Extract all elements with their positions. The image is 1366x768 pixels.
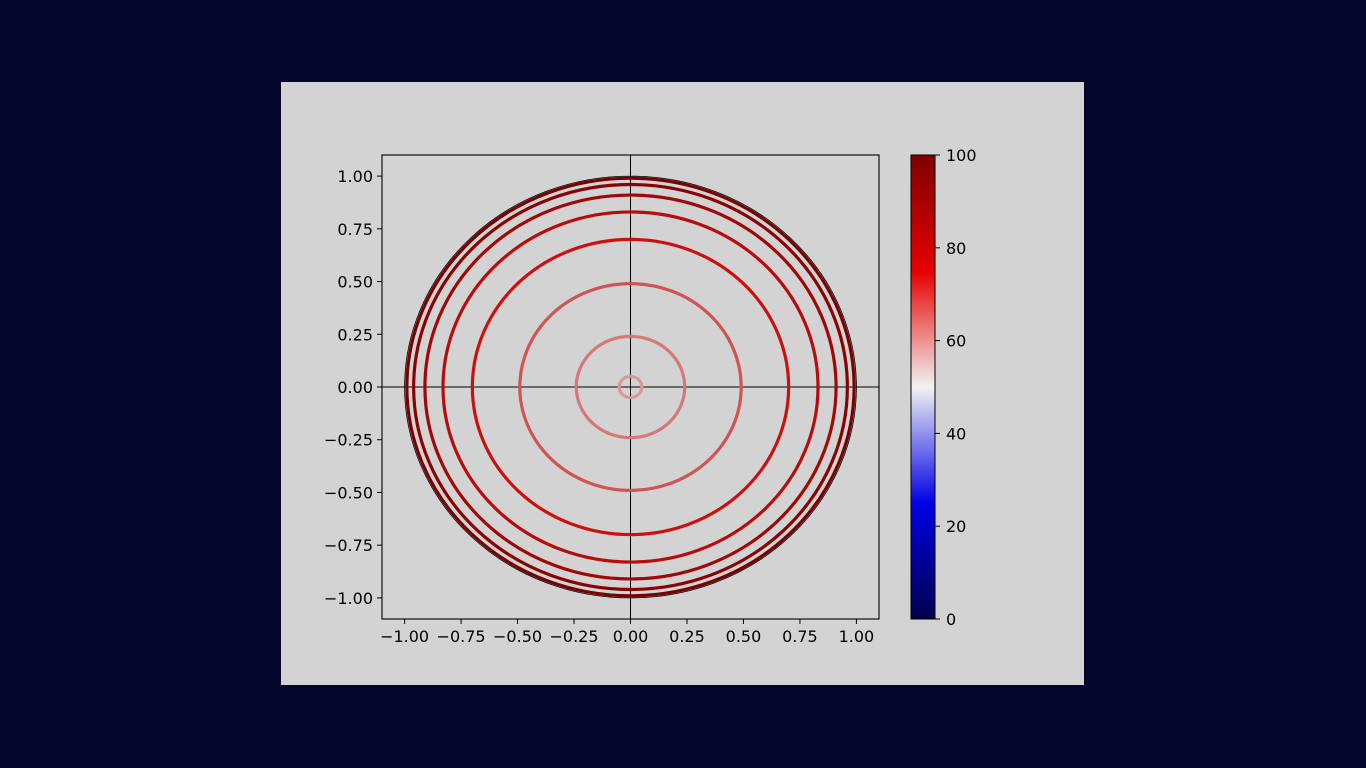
x-tick-label: 1.00 <box>839 627 875 646</box>
x-axis: −1.00 −0.75 −0.50 −0.25 0.00 0.25 0.50 0.75 1.00 <box>380 619 874 646</box>
y-tick-label: 0.25 <box>337 325 373 344</box>
circle-5 <box>423 193 838 581</box>
x-tick-label: −0.25 <box>550 627 599 646</box>
colorbar-tick-label: 0 <box>946 610 956 629</box>
circle-4 <box>441 210 820 564</box>
circle-0 <box>617 374 644 400</box>
x-tick-label: 0.00 <box>613 627 649 646</box>
y-tick-label: 0.75 <box>337 220 373 239</box>
circle-7 <box>405 176 856 598</box>
y-axis: 1.00 0.75 0.50 0.25 0.00 −0.25 −0.50 −0.75 −1.00 <box>324 167 382 608</box>
circle-1 <box>574 334 687 440</box>
circle-3 <box>470 237 791 537</box>
colorbar-gradient <box>910 154 936 620</box>
unit-circle <box>404 175 857 599</box>
x-tick-label: 0.50 <box>726 627 762 646</box>
x-tick-label: −0.75 <box>437 627 486 646</box>
y-tick-label: −0.75 <box>324 536 373 555</box>
y-tick-label: −1.00 <box>324 589 373 608</box>
y-tick-label: 0.50 <box>337 273 373 292</box>
chart-svg: −1.00 −0.75 −0.50 −0.25 0.00 0.25 0.50 0.75 1.00… <box>324 146 977 646</box>
x-tick-label: −0.50 <box>493 627 542 646</box>
plot-area <box>381 154 880 620</box>
colorbar-tick-label: 80 <box>946 239 966 258</box>
colorbar-tick-label: 40 <box>946 424 966 443</box>
colorbar-tick-label: 60 <box>946 332 966 351</box>
colorbar-tick-label: 100 <box>946 146 977 165</box>
y-tick-label: −0.25 <box>324 431 373 450</box>
x-tick-label: −1.00 <box>380 627 429 646</box>
x-tick-label: 0.25 <box>669 627 705 646</box>
chart-figure: −1.00 −0.75 −0.50 −0.25 0.00 0.25 0.50 0.75 1.00… <box>281 82 1084 685</box>
y-tick-label: 1.00 <box>337 167 373 186</box>
y-tick-label: 0.00 <box>337 378 373 397</box>
plot-contents <box>382 155 879 619</box>
circle-6 <box>412 182 849 592</box>
x-tick-label: 0.75 <box>782 627 818 646</box>
y-tick-label: −0.50 <box>324 483 373 502</box>
colorbar <box>910 154 936 620</box>
colorbar-axis: 100 80 60 40 20 0 <box>935 146 977 629</box>
circle-2 <box>518 282 743 492</box>
colorbar-tick-label: 20 <box>946 517 966 536</box>
